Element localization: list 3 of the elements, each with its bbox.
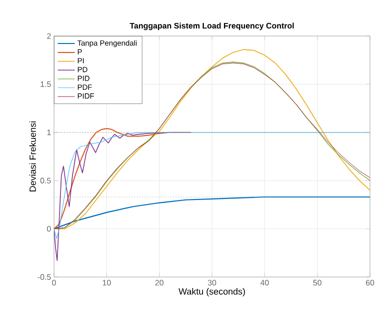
- line-series: [54, 132, 192, 262]
- x-axis-title: Waktu (seconds): [178, 288, 245, 296]
- y-axis-title: Deviasi Frekuensi: [29, 121, 36, 192]
